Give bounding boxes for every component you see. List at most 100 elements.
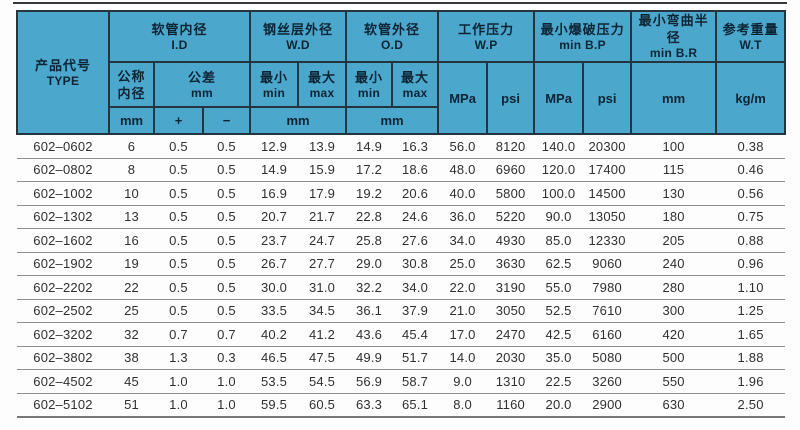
cell-wp_psi: 6960 — [487, 158, 535, 182]
cell-wt_kgm: 0.46 — [716, 158, 786, 182]
header-sub-od-min: 最小 min — [345, 61, 394, 108]
header-unit-wt-kgm: kg/m — [715, 61, 787, 135]
table-row: 602–3802 38 1.3 0.3 46.5 47.5 49.9 51.7 14.0 2030… — [17, 346, 786, 370]
header-group-working-pressure: 工作压力 W.P — [437, 10, 536, 63]
cell-bp_psi: 17400 — [583, 158, 632, 182]
cell-od_max: 37.9 — [392, 299, 439, 323]
cell-bp_psi: 3260 — [583, 369, 632, 394]
cell-wp_psi: 2030 — [487, 346, 535, 370]
cell-wp_mpa: 17.0 — [438, 322, 488, 347]
table-row: 602–3202 32 0.7 0.7 40.2 41.2 43.6 45.4 17.0 2470… — [17, 322, 786, 347]
cell-wp_psi: 5800 — [487, 181, 535, 206]
cell-br_mm: 115 — [631, 158, 717, 182]
group-wp-zh: 工作压力 — [458, 21, 515, 37]
cell-tol_minus: 0.5 — [203, 299, 251, 323]
cell-bp_psi: 9060 — [583, 252, 632, 276]
cell-nominal_mm: 51 — [109, 393, 154, 418]
header-unit-tol-plus: + — [153, 106, 204, 135]
cell-od_min: 19.2 — [346, 181, 393, 206]
cell-bp_mpa: 62.5 — [534, 252, 584, 276]
bp-psi-label: psi — [597, 90, 617, 106]
cell-wp_mpa: 9.0 — [438, 369, 488, 394]
cell-od_min: 63.3 — [346, 393, 393, 418]
cell-bp_mpa: 100.0 — [534, 181, 584, 206]
cell-od_min: 43.6 — [346, 322, 393, 347]
cell-od_max: 45.4 — [392, 322, 439, 347]
cell-wp_psi: 1310 — [487, 369, 535, 394]
cell-type: 602–1902 — [17, 252, 109, 276]
cell-od_max: 58.7 — [392, 369, 439, 394]
cell-wd_min: 30.0 — [250, 275, 299, 300]
cell-nominal_mm: 13 — [109, 205, 154, 229]
cell-wp_psi: 5220 — [487, 205, 535, 229]
cell-tol_minus: 0.7 — [203, 322, 251, 347]
cell-od_min: 32.2 — [346, 275, 393, 300]
header-sub-wd-max: 最大 max — [297, 61, 348, 108]
header-sub-tolerance: 公差 mm — [152, 61, 252, 108]
cell-br_mm: 630 — [631, 393, 717, 418]
cell-wd_min: 12.9 — [250, 134, 299, 159]
sub-wd-max-en: max — [309, 85, 335, 100]
wt-kgm-label: kg/m — [735, 90, 766, 106]
cell-wt_kgm: 1.96 — [716, 369, 786, 394]
group-od-en: O.D — [380, 37, 404, 52]
cell-od_min: 36.1 — [346, 299, 393, 323]
cell-wt_kgm: 2.50 — [716, 393, 786, 418]
group-bp-zh: 最小爆破压力 — [540, 21, 625, 37]
cell-wp_psi: 8120 — [487, 134, 535, 159]
cell-wd_max: 47.5 — [298, 346, 347, 370]
header-unit-wp-psi: psi — [486, 61, 536, 135]
cell-wp_mpa: 48.0 — [438, 158, 488, 182]
cell-wt_kgm: 1.10 — [716, 275, 786, 300]
cell-type: 602–2202 — [17, 275, 109, 300]
cell-wp_mpa: 40.0 — [438, 181, 488, 206]
sub-od-max-en: max — [402, 85, 428, 100]
cell-tol_plus: 1.0 — [154, 393, 203, 418]
cell-tol_minus: 1.0 — [203, 393, 251, 418]
wp-psi-label: psi — [501, 90, 520, 106]
cell-tol_plus: 0.5 — [154, 252, 203, 276]
cell-tol_plus: 0.5 — [154, 205, 203, 229]
header-row-units: mm + − mm mm — [17, 106, 785, 135]
cell-wt_kgm: 0.96 — [716, 252, 786, 276]
cell-br_mm: 420 — [631, 322, 717, 347]
cell-nominal_mm: 6 — [109, 134, 154, 159]
cell-tol_minus: 0.5 — [203, 134, 251, 159]
cell-od_max: 51.7 — [392, 346, 439, 370]
cell-nominal_mm: 25 — [109, 299, 154, 323]
cell-br_mm: 500 — [631, 346, 717, 370]
header-group-bend-radius: 最小弯曲半径 min B.R — [630, 10, 718, 63]
cell-wt_kgm: 1.65 — [716, 322, 786, 347]
cell-wd_max: 24.7 — [298, 228, 347, 253]
cell-wd_max: 60.5 — [298, 393, 347, 418]
cell-bp_mpa: 42.5 — [534, 322, 584, 347]
cell-wt_kgm: 0.75 — [716, 205, 786, 229]
cell-tol_minus: 0.5 — [203, 205, 251, 229]
cell-od_max: 30.8 — [392, 252, 439, 276]
plus-sign-label: + — [174, 113, 183, 128]
header-row-sub: 公称 内径 公差 mm 最小 min 最大 max 最小 min — [17, 61, 787, 135]
cell-wp_mpa: 21.0 — [438, 299, 488, 323]
sub-od-min-zh: 最小 — [355, 69, 384, 85]
header-unit-bp-mpa: MPa — [533, 61, 585, 135]
cell-wt_kgm: 1.25 — [716, 299, 786, 323]
header-sub-nominal: 公称 内径 — [108, 61, 155, 108]
cell-nominal_mm: 45 — [109, 369, 154, 394]
wp-mpa-label: MPa — [449, 90, 476, 106]
cell-nominal_mm: 16 — [109, 228, 154, 253]
cell-wp_mpa: 14.0 — [438, 346, 488, 370]
cell-wp_psi: 3190 — [487, 275, 535, 300]
cell-tol_plus: 0.5 — [154, 228, 203, 253]
cell-tol_minus: 0.3 — [203, 346, 251, 370]
cell-type: 602–3202 — [17, 322, 109, 347]
sub-nominal-line1: 公称 — [117, 68, 146, 84]
header-group-wire-diameter: 钢丝层外径 W.D — [249, 10, 348, 63]
cell-wd_min: 23.7 — [250, 228, 299, 253]
cell-wp_mpa: 22.0 — [438, 275, 488, 300]
header-unit-bp-psi: psi — [582, 61, 633, 135]
cell-br_mm: 130 — [631, 181, 717, 206]
cell-bp_mpa: 120.0 — [534, 158, 584, 182]
cell-wd_max: 31.0 — [298, 275, 347, 300]
cell-tol_plus: 0.5 — [154, 299, 203, 323]
